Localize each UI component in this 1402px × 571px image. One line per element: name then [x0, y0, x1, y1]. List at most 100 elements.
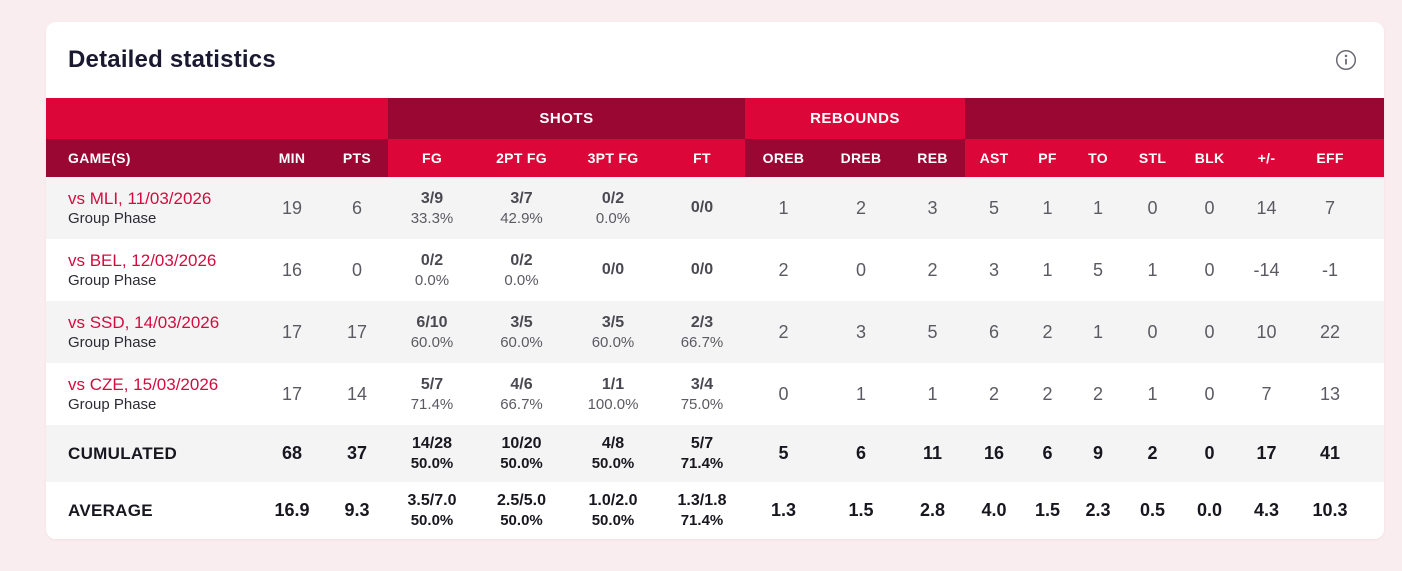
to-cell: 2	[1093, 383, 1104, 404]
summary-label-cell: AVERAGE	[46, 482, 258, 539]
eff-cell: 22	[1320, 321, 1341, 342]
fg2-cell: 10/20 50.0%	[500, 435, 543, 472]
to-cell: 1	[1093, 321, 1104, 342]
table-row: vs CZE, 15/03/2026 Group Phase 17 14 5/7…	[46, 363, 1384, 425]
fg2-cell: 4/6 66.7%	[500, 375, 543, 413]
col-ft: FT	[659, 139, 745, 177]
col-dreb: DREB	[822, 139, 900, 177]
pts-cell: 9.3	[344, 500, 370, 520]
min-cell: 68	[281, 443, 303, 463]
col-pts: PTS	[326, 139, 388, 177]
col-to: TO	[1072, 139, 1125, 177]
group-blank-left	[46, 98, 388, 139]
stl-cell: 0.5	[1140, 500, 1166, 520]
detailed-statistics-table: SHOTS REBOUNDS GAME(S) MIN PTS FG 2PT FG…	[46, 98, 1384, 539]
fg3-cell: 1/1 100.0%	[587, 375, 639, 413]
pf-cell: 1	[1042, 197, 1053, 218]
ft-cell: 0/0	[690, 199, 714, 216]
fg-cell: 14/28 50.0%	[410, 435, 454, 472]
ft-cell: 1.3/1.8 71.4%	[677, 492, 727, 529]
stl-cell: 1	[1147, 383, 1158, 404]
fg2-cell: 0/2 0.0%	[504, 251, 539, 289]
info-icon[interactable]	[1334, 48, 1358, 72]
game-cell: vs SSD, 14/03/2026 Group Phase	[46, 301, 258, 363]
oreb-cell: 1.3	[770, 500, 797, 520]
col-oreb: OREB	[745, 139, 822, 177]
eff-cell: 41	[1320, 443, 1341, 463]
blk-cell: 0	[1204, 443, 1215, 463]
plusminus-cell: -14	[1253, 259, 1280, 280]
pf-cell: 1.5	[1035, 500, 1061, 520]
game-link[interactable]: vs CZE, 15/03/2026	[68, 374, 219, 394]
fg-cell: 3.5/7.0 50.0%	[407, 492, 457, 529]
col-2ptfg: 2PT FG	[476, 139, 567, 177]
group-blank-right	[965, 98, 1384, 139]
pf-cell: 1	[1042, 259, 1053, 280]
group-shots: SHOTS	[388, 98, 745, 139]
fg3-cell: 4/8 50.0%	[591, 435, 635, 472]
blk-cell: 0.0	[1197, 500, 1223, 520]
pf-cell: 6	[1042, 443, 1053, 463]
col-ast: AST	[965, 139, 1024, 177]
table-row: vs SSD, 14/03/2026 Group Phase 17 17 6/1…	[46, 301, 1384, 363]
blk-cell: 0	[1204, 197, 1215, 218]
fg3-cell: 1.0/2.0 50.0%	[588, 492, 638, 529]
reb-cell: 2	[927, 259, 938, 280]
game-phase: Group Phase	[68, 271, 157, 289]
to-cell: 2.3	[1085, 500, 1111, 520]
col-fg: FG	[388, 139, 476, 177]
stl-cell: 1	[1147, 259, 1158, 280]
pts-cell: 17	[346, 321, 368, 342]
col-pf: PF	[1023, 139, 1073, 177]
fg2-cell: 3/7 42.9%	[500, 189, 543, 227]
col-blk: BLK	[1181, 139, 1239, 177]
ast-cell: 6	[989, 321, 1000, 342]
summary-label-cell: CUMULATED	[46, 425, 258, 482]
game-link[interactable]: vs MLI, 11/03/2026	[68, 188, 212, 208]
oreb-cell: 5	[778, 443, 789, 463]
average-row: AVERAGE 16.9 9.3 3.5/7.0 50.0% 2.5/5.0 50.…	[46, 482, 1384, 539]
pts-cell: 0	[351, 259, 362, 280]
stl-cell: 2	[1147, 443, 1158, 463]
col-plusminus: +/-	[1238, 139, 1296, 177]
pf-cell: 2	[1042, 383, 1053, 404]
ast-cell: 3	[989, 259, 1000, 280]
table-row: vs MLI, 11/03/2026 Group Phase 19 6 3/9 3…	[46, 177, 1384, 239]
oreb-cell: 2	[778, 259, 789, 280]
card-header: Detailed statistics	[46, 22, 1384, 98]
game-cell: vs MLI, 11/03/2026 Group Phase	[46, 177, 258, 239]
plusminus-cell: 4.3	[1254, 500, 1280, 520]
to-cell: 5	[1093, 259, 1104, 280]
game-phase: Group Phase	[68, 395, 157, 413]
min-cell: 19	[281, 197, 303, 218]
eff-cell: 7	[1325, 197, 1336, 218]
oreb-cell: 0	[778, 383, 789, 404]
dreb-cell: 3	[855, 321, 866, 342]
info-circle-icon	[1335, 49, 1357, 71]
fg2-cell: 3/5 60.0%	[500, 313, 543, 351]
fg3-cell: 0/2 0.0%	[595, 189, 631, 227]
plusminus-cell: 14	[1256, 197, 1277, 218]
average-label: AVERAGE	[68, 500, 153, 520]
fg-cell: 5/7 71.4%	[410, 375, 454, 413]
ft-cell: 5/7 71.4%	[680, 435, 724, 472]
dreb-cell: 1	[855, 383, 866, 404]
blk-cell: 0	[1204, 321, 1215, 342]
reb-cell: 1	[927, 383, 938, 404]
col-min: MIN	[258, 139, 326, 177]
game-link[interactable]: vs SSD, 14/03/2026	[68, 312, 220, 332]
fg-cell: 3/9 33.3%	[410, 189, 454, 227]
col-stl: STL	[1124, 139, 1182, 177]
oreb-cell: 2	[778, 321, 789, 342]
dreb-cell: 0	[855, 259, 866, 280]
fg3-cell: 0/0	[601, 261, 625, 278]
group-header-row: SHOTS REBOUNDS	[46, 98, 1384, 139]
ft-cell: 0/0	[690, 261, 714, 278]
game-link[interactable]: vs BEL, 12/03/2026	[68, 250, 217, 270]
ast-cell: 2	[989, 383, 1000, 404]
plusminus-cell: 7	[1261, 383, 1272, 404]
stl-cell: 0	[1147, 321, 1158, 342]
column-header-row: GAME(S) MIN PTS FG 2PT FG 3PT FG FT OREB…	[46, 139, 1384, 177]
game-cell: vs CZE, 15/03/2026 Group Phase	[46, 363, 258, 425]
group-rebounds: REBOUNDS	[745, 98, 966, 139]
